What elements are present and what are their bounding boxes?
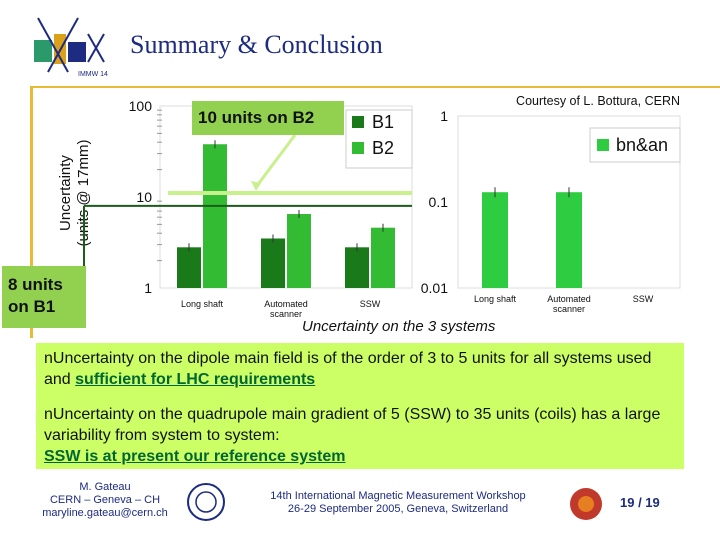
- bullet2-highlight: SSW is at present our reference system: [44, 448, 346, 465]
- page-title: Summary & Conclusion: [130, 30, 383, 59]
- logo: IMMW 14: [28, 14, 112, 84]
- workshop-line1: 14th International Magnetic Measurement …: [270, 490, 526, 502]
- units-b1-line1: 8 units: [8, 275, 63, 294]
- workshop-line2: 26-29 September 2005, Geneva, Switzerlan…: [287, 503, 509, 515]
- bar-b1-2: [345, 247, 369, 288]
- y-tick-label: 1: [144, 280, 152, 296]
- bullet-dipole: nUncertainty on the dipole main field is…: [44, 348, 676, 390]
- bar-b1-1: [261, 238, 285, 288]
- x-tick-label: Automated: [264, 299, 308, 309]
- bar-b2-2: [371, 227, 395, 288]
- bar-bnan-1: [556, 192, 582, 288]
- x-tick-label: SSW: [633, 294, 654, 304]
- legend-label-bnan: bn&an: [616, 135, 668, 155]
- x-tick-label: Long shaft: [474, 294, 517, 304]
- x-tick-label: scanner: [553, 304, 585, 314]
- y-tick-label: 0.01: [421, 280, 448, 296]
- legend-swatch-b1: [352, 116, 364, 128]
- y-tick-label: 100: [129, 98, 153, 114]
- bullet-quadrupole: nUncertainty on the quadrupole main grad…: [44, 404, 676, 467]
- page-number: 19 / 19: [620, 495, 660, 510]
- legend-swatch-b2: [352, 142, 364, 154]
- chart-caption: Uncertainty on the 3 systems: [302, 318, 496, 335]
- y-tick-label: 10: [136, 189, 152, 205]
- bar-b2-0: [203, 144, 227, 288]
- x-tick-label: SSW: [360, 299, 381, 309]
- cern-logo: [186, 482, 226, 527]
- legend-label-b2: B2: [372, 138, 394, 158]
- footer-author: M. Gateau CERN – Geneva – CH maryline.ga…: [30, 481, 180, 520]
- author-org: CERN – Geneva – CH: [49, 494, 161, 506]
- author-name: M. Gateau: [79, 481, 131, 493]
- y-tick-label: 1: [440, 108, 448, 124]
- units-b1-label: 8 units on B1: [2, 266, 86, 328]
- header-divider: [30, 86, 720, 88]
- left-divider: [30, 88, 33, 338]
- x-tick-label: Long shaft: [181, 299, 224, 309]
- callout-arrow: [254, 134, 297, 188]
- y-tick-label: 0.1: [429, 194, 449, 210]
- courtesy-note: Courtesy of L. Bottura, CERN: [516, 94, 680, 108]
- bullet1-text: Uncertainty on the dipole main field is …: [44, 350, 652, 388]
- bullet-icon: n: [44, 350, 53, 367]
- bullet-icon: n: [44, 406, 53, 423]
- units-b2-label: 10 units on B2: [192, 101, 344, 135]
- conclusion-box: nUncertainty on the dipole main field is…: [36, 343, 684, 469]
- workshop-logo: [566, 484, 606, 529]
- footer-workshop: 14th International Magnetic Measurement …: [240, 490, 556, 516]
- x-tick-label: scanner: [270, 309, 302, 319]
- legend-swatch-bnan: [597, 139, 609, 151]
- callout-arrow-head: [251, 181, 261, 191]
- x-tick-label: Automated: [547, 294, 591, 304]
- bar-b1-0: [177, 247, 201, 288]
- svg-text:IMMW 14: IMMW 14: [78, 71, 108, 78]
- author-email: maryline.gateau@cern.ch: [42, 507, 168, 519]
- units-b1-line2: on B1: [8, 297, 56, 316]
- bar-bnan-0: [482, 192, 508, 288]
- legend-label-b1: B1: [372, 112, 394, 132]
- bullet2-text: Uncertainty on the quadrupole main gradi…: [44, 406, 661, 444]
- bar-b2-1: [287, 214, 311, 288]
- bullet1-highlight: sufficient for LHC requirements: [75, 371, 316, 388]
